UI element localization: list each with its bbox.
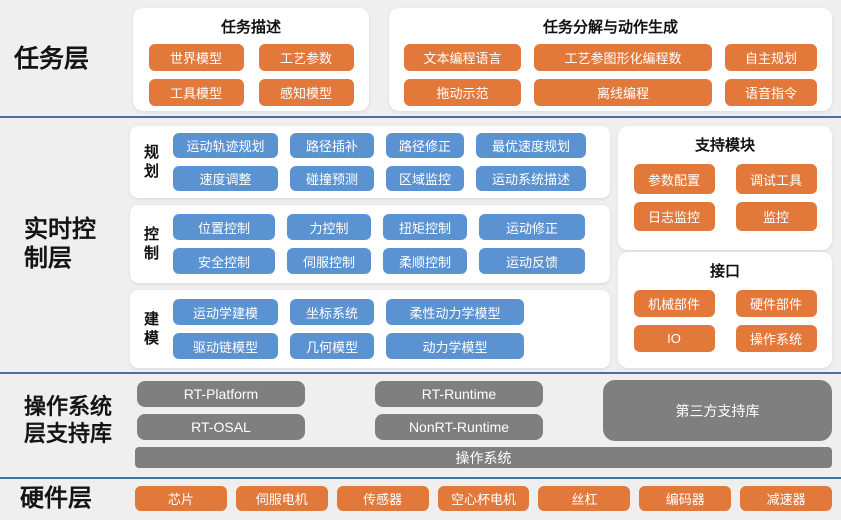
task-decomposition-card: 任务分解与动作生成 文本编程语言 工艺参图形化编程数 自主规划 拖动示范 离线编… xyxy=(389,8,832,111)
os-layer-label: 操作系统层支持库 xyxy=(24,394,113,446)
interface-title: 接口 xyxy=(709,263,740,280)
block-area-monitoring: 区域监控 xyxy=(386,166,464,191)
hardware-layer-label: 硬件层 xyxy=(20,485,92,512)
block-motion-feedback: 运动反馈 xyxy=(479,248,585,274)
block-mechanical-parts: 机械部件 xyxy=(633,290,715,317)
block-path-correction: 路径修正 xyxy=(386,133,464,158)
block-param-config: 参数配置 xyxy=(633,164,715,194)
block-debug-tools: 调试工具 xyxy=(735,164,817,194)
block-geometric-model: 几何模型 xyxy=(290,333,374,359)
block-monitoring: 监控 xyxy=(735,202,817,231)
block-rt-platform: RT-Platform xyxy=(137,381,305,407)
interface-grid: 机械部件 硬件部件 IO 操作系统 xyxy=(618,290,832,352)
block-chip: 芯片 xyxy=(135,486,227,511)
block-offline-programming: 离线编程 xyxy=(534,79,712,106)
block-force-control: 力控制 xyxy=(287,214,371,240)
block-motion-correction: 运动修正 xyxy=(479,214,585,240)
block-autonomous-planning: 自主规划 xyxy=(725,44,817,71)
modeling-label: 建模 xyxy=(144,310,160,348)
task-description-card: 任务描述 世界模型 工艺参数 工具模型 感知模型 xyxy=(133,8,369,111)
modeling-card: 建模 运动学建模 坐标系统 柔性动力学模型 驱动链模型 几何模型 动力学模型 xyxy=(130,290,610,368)
control-card: 控制 位置控制 力控制 扭矩控制 运动修正 安全控制 伺服控制 柔顺控制 运动反… xyxy=(130,205,610,283)
block-os-bar: 操作系统 xyxy=(135,447,832,468)
block-reducer: 减速器 xyxy=(740,486,833,511)
layer-divider xyxy=(0,116,841,118)
planning-label: 规划 xyxy=(144,143,160,181)
layer-divider xyxy=(0,372,841,374)
block-torque-control: 扭矩控制 xyxy=(383,214,467,240)
block-hardware-parts: 硬件部件 xyxy=(735,290,817,317)
block-path-interpolation: 路径插补 xyxy=(290,133,374,158)
support-modules-card: 支持模块 参数配置 调试工具 日志监控 监控 xyxy=(618,126,832,250)
control-label: 控制 xyxy=(144,225,160,263)
block-collision-prediction: 碰撞预测 xyxy=(290,166,374,191)
block-nonrt-runtime: NonRT-Runtime xyxy=(375,414,543,440)
task-description-title: 任务描述 xyxy=(220,19,281,36)
task-decomposition-title: 任务分解与动作生成 xyxy=(542,19,678,36)
interface-card: 接口 机械部件 硬件部件 IO 操作系统 xyxy=(618,252,832,368)
block-voice-command: 语音指令 xyxy=(725,79,817,106)
block-motion-system-description: 运动系统描述 xyxy=(476,166,586,191)
block-log-monitoring: 日志监控 xyxy=(633,202,715,231)
block-drag-demonstration: 拖动示范 xyxy=(404,79,521,106)
block-drive-chain-model: 驱动链模型 xyxy=(173,333,278,359)
block-text-programming-language: 文本编程语言 xyxy=(404,44,521,71)
task-decomposition-grid: 文本编程语言 工艺参图形化编程数 自主规划 拖动示范 离线编程 语音指令 xyxy=(389,44,832,106)
support-modules-title: 支持模块 xyxy=(694,137,755,154)
block-coreless-motor: 空心杯电机 xyxy=(437,486,530,511)
block-dynamics-model: 动力学模型 xyxy=(386,333,524,359)
block-rt-osal: RT-OSAL xyxy=(137,414,305,440)
block-encoder: 编码器 xyxy=(639,486,732,511)
modeling-grid: 运动学建模 坐标系统 柔性动力学模型 驱动链模型 几何模型 动力学模型 xyxy=(173,299,524,359)
block-compliance-control: 柔顺控制 xyxy=(383,248,467,274)
block-flexible-dynamics-model: 柔性动力学模型 xyxy=(386,299,524,325)
block-safety-control: 安全控制 xyxy=(173,248,275,274)
planning-grid: 运动轨迹规划 路径插补 路径修正 最优速度规划 速度调整 碰撞预测 区域监控 运… xyxy=(173,133,586,191)
block-rt-runtime: RT-Runtime xyxy=(375,381,543,407)
block-position-control: 位置控制 xyxy=(173,214,275,240)
block-process-params: 工艺参数 xyxy=(258,44,354,71)
block-coordinate-system: 坐标系统 xyxy=(290,299,374,325)
block-third-party-lib: 第三方支持库 xyxy=(603,380,832,441)
realtime-layer-label: 实时控制层 xyxy=(24,216,96,273)
layer-divider xyxy=(0,477,841,479)
block-operating-system-interface: 操作系统 xyxy=(735,325,817,352)
block-optimal-speed-planning: 最优速度规划 xyxy=(476,133,586,158)
block-perception-model: 感知模型 xyxy=(258,79,354,106)
block-kinematics-modeling: 运动学建模 xyxy=(173,299,278,325)
block-lead-screw: 丝杠 xyxy=(538,486,631,511)
block-servo-motor: 伺服电机 xyxy=(235,486,328,511)
block-motion-trajectory-planning: 运动轨迹规划 xyxy=(173,133,278,158)
block-world-model: 世界模型 xyxy=(148,44,244,71)
control-grid: 位置控制 力控制 扭矩控制 运动修正 安全控制 伺服控制 柔顺控制 运动反馈 xyxy=(173,214,585,274)
block-servo-control: 伺服控制 xyxy=(287,248,371,274)
hardware-row: 芯片 伺服电机 传感器 空心杯电机 丝杠 编码器 减速器 xyxy=(135,486,833,511)
task-layer-label: 任务层 xyxy=(14,45,90,73)
block-io: IO xyxy=(633,325,715,352)
task-description-grid: 世界模型 工艺参数 工具模型 感知模型 xyxy=(133,44,369,106)
planning-card: 规划 运动轨迹规划 路径插补 路径修正 最优速度规划 速度调整 碰撞预测 区域监… xyxy=(130,126,610,198)
block-graphical-programming: 工艺参图形化编程数 xyxy=(534,44,712,71)
block-sensor: 传感器 xyxy=(336,486,429,511)
block-tool-model: 工具模型 xyxy=(148,79,244,106)
block-speed-adjustment: 速度调整 xyxy=(173,166,278,191)
support-modules-grid: 参数配置 调试工具 日志监控 监控 xyxy=(618,164,832,231)
